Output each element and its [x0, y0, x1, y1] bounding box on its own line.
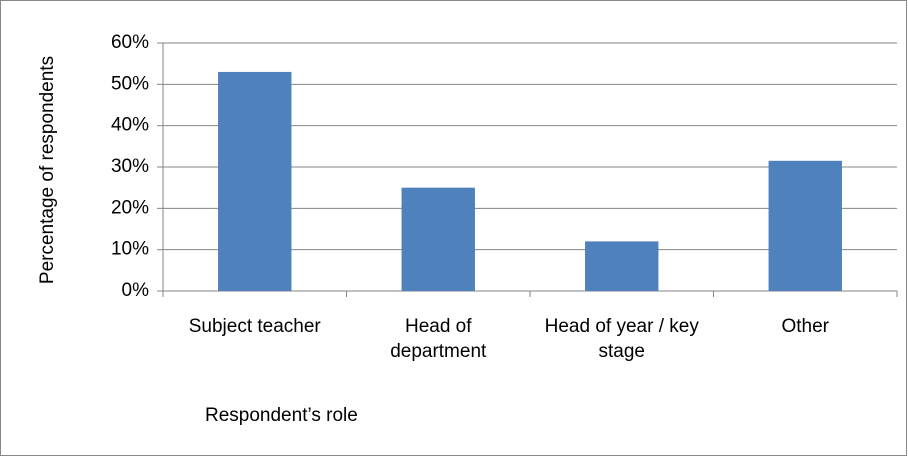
y-tick-label: 50% [111, 73, 149, 94]
x-axis-title: Respondent’s role [205, 405, 358, 426]
bar [768, 160, 842, 291]
bar [401, 187, 475, 291]
y-tick-label: 40% [111, 115, 149, 136]
y-tick-label: 10% [111, 239, 149, 260]
x-tick-label: Head of year / key stage [544, 316, 699, 362]
y-tick-label: 30% [111, 156, 149, 177]
y-tick-label: 0% [122, 280, 150, 301]
x-tick-label: Other [781, 316, 830, 337]
x-tick-label: Head of department [390, 316, 487, 362]
bar [218, 71, 292, 291]
y-tick-label: 60% [111, 32, 149, 53]
y-tick-label: 20% [111, 197, 149, 218]
y-axis-title: Percentage of respondents [37, 56, 58, 284]
bar [585, 241, 659, 291]
x-tick-label: Subject teacher [188, 316, 321, 337]
